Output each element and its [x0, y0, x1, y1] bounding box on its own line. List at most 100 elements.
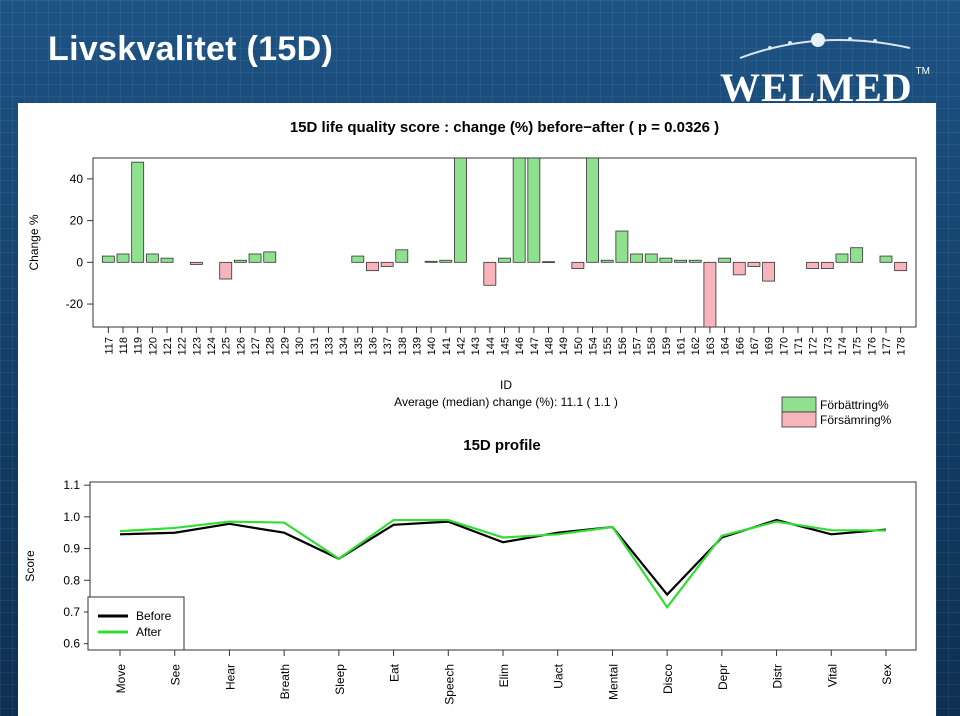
logo-swoosh-icon — [739, 33, 911, 59]
x-tick-label: 143 — [470, 337, 482, 355]
bar — [512, 157, 526, 263]
x-tick-label: 146 — [514, 337, 526, 355]
x-tick-label: 176 — [866, 337, 878, 355]
x-tick-label: 175 — [852, 337, 864, 355]
profile-line-chart: 15D profile 0.6 0.7 0.8 0.9 1.0 1.1 Score Move Se… — [23, 438, 917, 705]
series-line-after — [119, 518, 887, 610]
x-tick-label: 167 — [749, 337, 761, 355]
bar — [879, 255, 893, 263]
x-tick-label: Eat — [388, 663, 402, 682]
x-tick-label: 124 — [206, 337, 218, 355]
bar — [747, 261, 761, 267]
x-tick-label: 159 — [661, 337, 673, 355]
bar — [248, 253, 262, 263]
x-tick-label: Uact — [552, 663, 566, 688]
bar — [424, 260, 438, 263]
bar-chart-subtitle: Average (median) change (%): 11.1 ( 1.1 … — [394, 395, 618, 409]
bar — [615, 230, 629, 263]
bar — [762, 261, 776, 282]
x-tick-label: 164 — [720, 337, 732, 355]
y-tick-label: 1.1 — [63, 478, 80, 492]
x-tick-label: 171 — [793, 337, 805, 355]
slide-title: Livskvalitet (15D) — [48, 30, 334, 68]
legend-improve-label: Förbättring% — [820, 398, 889, 412]
bar — [571, 261, 585, 269]
x-tick-label: 123 — [191, 337, 203, 355]
x-tick-label: 131 — [309, 337, 321, 355]
x-tick-label: 136 — [367, 337, 379, 355]
bar — [820, 261, 834, 269]
bar — [189, 261, 203, 265]
x-tick-label: See — [169, 664, 183, 686]
bar-plot-frame — [92, 157, 917, 328]
y-axis-label: Score — [23, 550, 37, 582]
x-tick-label: 161 — [676, 337, 688, 355]
bar — [732, 261, 746, 276]
x-tick-label: 147 — [529, 337, 541, 355]
x-tick-label: Depr — [716, 664, 730, 690]
bar — [263, 251, 277, 263]
bar — [718, 257, 732, 263]
bar — [894, 261, 908, 272]
x-tick-label: 166 — [734, 337, 746, 355]
legend-label-after: After — [136, 625, 161, 639]
bar — [644, 253, 658, 263]
x-tick-label: 174 — [837, 337, 849, 355]
logo-tm: TM — [915, 66, 930, 77]
line-chart-title: 15D profile — [463, 438, 541, 454]
y-tick-label: 40 — [70, 172, 84, 186]
x-tick-label: 145 — [500, 337, 512, 355]
bar — [145, 253, 159, 263]
x-tick-label: 134 — [338, 337, 350, 355]
x-tick-label: 149 — [558, 337, 570, 355]
bar — [703, 261, 717, 328]
welmed-logo: WELMED TM — [700, 28, 930, 110]
x-tick-label: 135 — [353, 337, 365, 355]
x-tick-label: 119 — [133, 337, 145, 355]
x-tick-label: 158 — [646, 337, 658, 355]
line-legend-box — [87, 596, 185, 651]
chart-panel: 15D life quality score : change (%) befo… — [18, 103, 936, 716]
y-tick-label: 0.7 — [63, 605, 80, 619]
x-tick-label: Speech — [442, 664, 456, 705]
y-tick-label: 20 — [70, 214, 84, 228]
x-tick-label: Disco — [661, 664, 675, 694]
y-tick-label: 1.0 — [63, 510, 80, 524]
bar — [219, 261, 233, 280]
line-plot-frame — [89, 481, 917, 651]
bar — [454, 157, 467, 263]
x-tick-label: 150 — [573, 337, 585, 355]
x-tick-label: 121 — [162, 337, 174, 355]
x-tick-label: 156 — [617, 337, 629, 355]
x-tick-label: 172 — [808, 337, 820, 355]
bar — [806, 261, 820, 269]
bar-chart-title: 15D life quality score : change (%) befo… — [290, 119, 719, 136]
x-tick-label: Elim — [497, 664, 511, 687]
bar — [233, 259, 247, 263]
bar — [835, 253, 849, 263]
x-tick-label: 142 — [455, 337, 467, 355]
bar — [674, 259, 687, 263]
bar — [380, 261, 394, 267]
bar — [160, 257, 174, 263]
x-tick-label: Sleep — [333, 664, 347, 695]
x-tick-label: 129 — [279, 337, 291, 355]
series-line-before — [119, 518, 887, 597]
x-tick-label: 141 — [441, 337, 453, 355]
x-tick-label: Breath — [278, 664, 292, 699]
x-tick-label: 137 — [382, 337, 394, 355]
bar — [600, 259, 614, 263]
bar — [498, 257, 511, 263]
x-tick-label: 127 — [250, 337, 262, 355]
x-tick-label: 140 — [426, 337, 438, 355]
x-tick-label: 125 — [221, 337, 233, 355]
legend-worsen-label: Försämring% — [820, 413, 892, 427]
x-tick-label: 138 — [397, 337, 409, 355]
logo-text: WELMED — [720, 65, 913, 110]
bar — [439, 259, 453, 263]
x-tick-label: 120 — [147, 337, 159, 355]
x-tick-label: 170 — [778, 337, 790, 355]
x-axis-label: ID — [500, 378, 512, 392]
bar — [101, 255, 115, 263]
y-tick-label: 0 — [76, 255, 83, 269]
